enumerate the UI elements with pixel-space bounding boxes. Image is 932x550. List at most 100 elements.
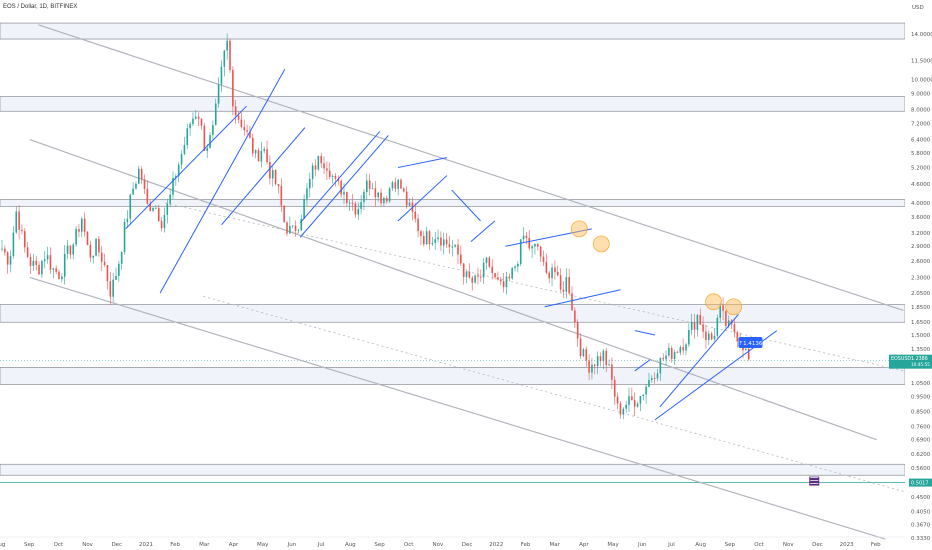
candle-body [297, 230, 300, 231]
candle-body [348, 202, 351, 204]
trendline-layer [125, 68, 778, 421]
candle-body [291, 225, 294, 227]
candle-body [628, 396, 630, 405]
x-tick-label: Feb [871, 542, 881, 548]
peak-circle-marker[interactable] [725, 298, 743, 316]
sr-zone [0, 96, 906, 112]
y-tick-label: 2.3000 [911, 275, 931, 281]
x-tick-label: Oct [54, 542, 64, 548]
channel-line[interactable] [29, 276, 886, 540]
peak-circle-marker[interactable] [592, 235, 610, 253]
x-tick-label: Dec [812, 542, 823, 548]
chart-title: EOS / Dollar, 1D, BITFINEX [3, 4, 77, 10]
candle-body [642, 394, 645, 397]
candle-body [497, 277, 499, 280]
candle-body [309, 178, 311, 189]
candle-body [24, 231, 26, 248]
candle-body [306, 188, 308, 199]
x-tick-label: Feb [170, 542, 180, 548]
candle-body [425, 231, 428, 245]
trendline[interactable] [299, 135, 389, 238]
x-tick-label: 2022 [489, 542, 503, 548]
candle-body [713, 335, 716, 340]
price-annotation-badge[interactable] [738, 337, 763, 349]
candle-body [633, 400, 636, 407]
candle-body [166, 203, 169, 215]
candle-body [585, 349, 588, 361]
candle-body [106, 265, 109, 282]
y-tick-label: 2.6000 [911, 259, 931, 265]
flag-icon[interactable] [809, 476, 820, 486]
candle-body [417, 218, 419, 232]
trendline[interactable] [221, 127, 306, 226]
trendline[interactable] [634, 359, 651, 372]
price-axis[interactable]: 14.0000 11.5000 10.0000 9.0000 8.0000 7.2000 6… [889, 0, 932, 550]
candle-body [636, 403, 639, 407]
channel-layer [29, 24, 904, 540]
trendline[interactable] [451, 189, 481, 222]
candle-body [15, 211, 18, 233]
trendline[interactable] [634, 330, 656, 336]
trendline[interactable] [505, 228, 592, 247]
candle-body [471, 277, 474, 283]
current-price-label: 1.2386 [911, 356, 928, 362]
current-price-badge[interactable] [889, 354, 932, 369]
candle-body [197, 116, 200, 119]
y-tick-label: 1.0500 [911, 381, 931, 387]
candle-body [371, 188, 374, 190]
candle-body [710, 333, 713, 340]
candle-body [157, 207, 160, 221]
candle-body [4, 248, 6, 253]
candle-body [551, 267, 553, 279]
candle-body [109, 281, 112, 297]
candle-body [354, 203, 357, 215]
trendline[interactable] [470, 220, 496, 243]
candle-body [611, 364, 613, 380]
x-tick-label: Oct [754, 542, 764, 548]
trendline[interactable] [659, 313, 739, 408]
candle-body [571, 293, 573, 311]
candle-body [457, 244, 459, 255]
candle-body [155, 207, 157, 209]
y-tick-label: 3.6000 [911, 215, 931, 221]
candle-body [448, 244, 451, 247]
candle-body [670, 348, 673, 359]
candle-body [545, 261, 548, 273]
candle-body [673, 351, 676, 359]
candle-body [103, 261, 106, 266]
candle-body [477, 275, 479, 277]
candle-body [123, 222, 126, 253]
candle-body [591, 364, 593, 373]
time-axis[interactable]: Aug Sep Oct Nov Dec 2021 Feb Mar Apr May Jun Jul Aug… [0, 536, 905, 548]
channel-line[interactable] [38, 24, 904, 312]
trendline[interactable] [397, 157, 448, 169]
y-tick-label: 7.2000 [911, 122, 931, 128]
trendline[interactable] [125, 105, 247, 230]
x-tick-label: Nov [433, 542, 444, 548]
peak-circle-marker[interactable] [705, 293, 722, 311]
candle-body [377, 192, 379, 198]
candle-body [434, 239, 436, 243]
trendline[interactable] [299, 131, 381, 224]
trendline[interactable] [544, 289, 621, 308]
peak-circle-marker[interactable] [570, 220, 588, 238]
dotted-channel-line[interactable] [203, 295, 904, 492]
candle-body [1, 248, 3, 250]
x-tick-label: Sep [24, 542, 35, 548]
trendline[interactable] [397, 175, 448, 222]
candle-body [132, 188, 134, 195]
dotted-channel-line[interactable] [164, 202, 904, 372]
candle-body [26, 247, 29, 258]
candle-body [189, 124, 191, 129]
candle-body [668, 348, 670, 356]
candle-body [682, 347, 684, 351]
channel-line[interactable] [29, 139, 877, 441]
trendline[interactable] [159, 68, 286, 294]
x-tick-label: Nov [783, 542, 794, 548]
candle-body [237, 115, 240, 120]
marker-level-badge[interactable] [909, 478, 932, 487]
price-annotation-label: ↑1.4136 [739, 340, 763, 347]
symbol-label: EOSUSD [891, 356, 911, 362]
x-tick-label: 2021 [139, 542, 153, 548]
